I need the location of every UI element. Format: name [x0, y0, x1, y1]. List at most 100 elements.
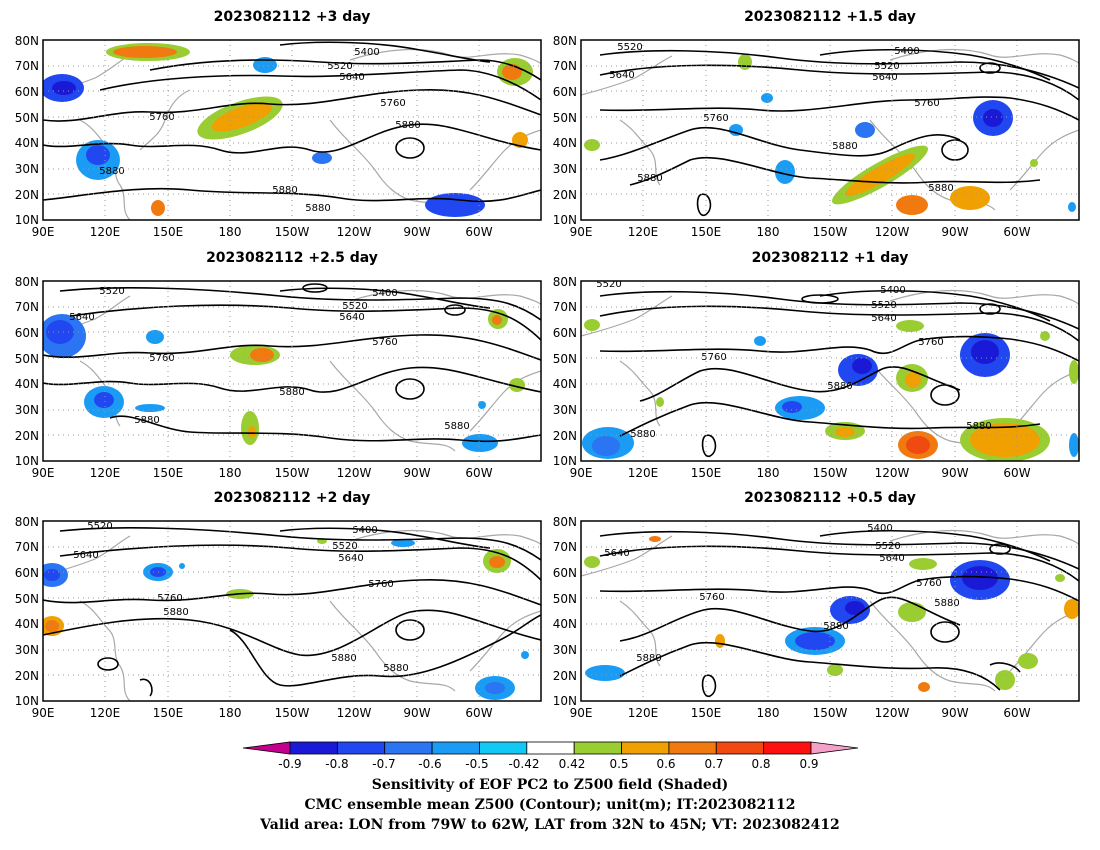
colorbar-box	[431, 741, 480, 755]
lon-label: 120W	[337, 225, 372, 239]
lat-label: 30N	[553, 643, 577, 657]
gridlines	[43, 281, 541, 461]
lat-label: 80N	[553, 34, 577, 48]
lat-label: 20N	[15, 429, 39, 443]
contour-label: 5640	[338, 553, 363, 564]
caption-line-3: Valid area: LON from 79W to 62W, LAT fro…	[259, 817, 840, 833]
lon-label: 120W	[337, 466, 372, 480]
contour-label: 5880	[823, 621, 848, 632]
lon-label: 150W	[813, 706, 848, 720]
lon-label: 180	[219, 466, 242, 480]
lon-label: 90E	[32, 225, 55, 239]
contour-label: 5760	[914, 98, 939, 109]
map-frame	[42, 39, 542, 221]
contour-label: 5760	[918, 337, 943, 348]
colorbar: -0.9 -0.8 -0.7 -0.6 -0.5 -0.42 0.42 0.5 …	[242, 741, 859, 771]
lon-label: 150E	[153, 466, 184, 480]
lon-tick-labels: 90E 120E 150E 180 150W 120W 90W 60W	[32, 225, 493, 239]
lon-label: 90W	[403, 225, 430, 239]
z500-contours	[43, 527, 541, 697]
contour-label: 5520	[871, 300, 896, 311]
contour-label: 5880	[99, 166, 124, 177]
lat-tick-labels: 80N 70N 60N 50N 40N 30N 20N 10N	[15, 275, 39, 468]
colorbar-boxes	[242, 741, 859, 755]
contour-label: 5880	[272, 185, 297, 196]
colorbar-label: -0.8	[325, 757, 348, 771]
lat-label: 60N	[553, 85, 577, 99]
contour-label: 5400	[372, 288, 397, 299]
lat-label: 20N	[553, 429, 577, 443]
contour-label: 5640	[872, 72, 897, 83]
lat-tick-labels: 80N 70N 60N 50N 40N 30N 20N 10N	[553, 34, 577, 227]
lon-label: 180	[757, 225, 780, 239]
contour-label: 5880	[827, 381, 852, 392]
contour-label: 5880	[832, 141, 857, 152]
contour-labels: 5520 5400 5520 5640 5760 5760 5880 5880 …	[596, 281, 991, 440]
contour-label: 5640	[73, 550, 98, 561]
lon-label: 120E	[90, 225, 121, 239]
lat-label: 80N	[15, 515, 39, 529]
lat-label: 30N	[15, 643, 39, 657]
lat-label: 40N	[15, 377, 39, 391]
colorbar-label: 0.42	[559, 757, 586, 771]
lon-label: 90W	[941, 466, 968, 480]
contour-label: 5640	[879, 553, 904, 564]
contour-label: 5640	[604, 548, 629, 559]
contour-label: 5400	[880, 285, 905, 296]
z500-contours	[599, 529, 1079, 698]
lat-label: 80N	[15, 34, 39, 48]
contour-label: 5760	[157, 593, 182, 604]
lon-label: 150E	[153, 225, 184, 239]
map-panel-plus-1-day: 2023082112 +1 day	[553, 250, 1080, 480]
lon-label: 150W	[275, 706, 310, 720]
lon-label: 150W	[275, 225, 310, 239]
lon-label: 120W	[875, 706, 910, 720]
panel-title: 2023082112 +2.5 day	[206, 250, 378, 266]
lat-label: 20N	[553, 188, 577, 202]
lon-tick-labels: 90E 120E 150E 180 150W 120W 90W 60W	[32, 706, 493, 720]
lat-label: 60N	[15, 566, 39, 580]
map-frame	[580, 280, 1080, 462]
contour-label: 5760	[380, 98, 405, 109]
lat-label: 10N	[553, 213, 577, 227]
colorbar-box	[289, 741, 338, 755]
colorbar-box	[384, 741, 433, 755]
contour-label: 5880	[444, 421, 469, 432]
contour-label: 5880	[636, 653, 661, 664]
contour-label: 5400	[867, 523, 892, 534]
contour-label: 5880	[134, 415, 159, 426]
colorbar-box	[668, 741, 717, 755]
lat-tick-labels: 80N 70N 60N 50N 40N 30N 20N 10N	[15, 34, 39, 227]
lat-label: 10N	[15, 454, 39, 468]
contour-label: 5640	[69, 312, 94, 323]
contour-label: 5880	[331, 653, 356, 664]
contour-label: 5880	[163, 607, 188, 618]
colorbar-arrow-low	[242, 741, 291, 755]
lon-label: 150E	[691, 706, 722, 720]
lat-label: 70N	[15, 300, 39, 314]
lat-label: 40N	[15, 617, 39, 631]
lon-label: 90W	[941, 706, 968, 720]
lon-label: 120E	[628, 706, 659, 720]
contour-label: 5520	[87, 521, 112, 532]
colorbar-label: 0.9	[799, 757, 818, 771]
colorbar-label: 0.6	[656, 757, 675, 771]
colorbar-label: -0.7	[372, 757, 395, 771]
lat-label: 40N	[553, 617, 577, 631]
colorbar-box	[621, 741, 670, 755]
lat-tick-labels: 80N 70N 60N 50N 40N 30N 20N 10N	[15, 515, 39, 708]
contour-label: 5880	[637, 173, 662, 184]
caption: Sensitivity of EOF PC2 to Z500 field (Sh…	[259, 777, 840, 833]
contour-label: 5880	[383, 663, 408, 674]
colorbar-label: 0.5	[609, 757, 628, 771]
map-frame	[42, 520, 542, 702]
panel-title: 2023082112 +1.5 day	[744, 9, 916, 25]
contour-label: 5520	[342, 301, 367, 312]
colorbar-box	[715, 741, 765, 755]
sensitivity-shading	[43, 43, 533, 217]
contour-labels: 5400 5520 5640 5760 5760 5880 5880 5880 …	[99, 47, 420, 214]
contour-labels: 5520 5400 5640 5520 5640 5760 5760 5880 …	[73, 521, 408, 674]
lat-label: 20N	[15, 669, 39, 683]
lat-label: 50N	[553, 111, 577, 125]
lat-label: 20N	[553, 669, 577, 683]
